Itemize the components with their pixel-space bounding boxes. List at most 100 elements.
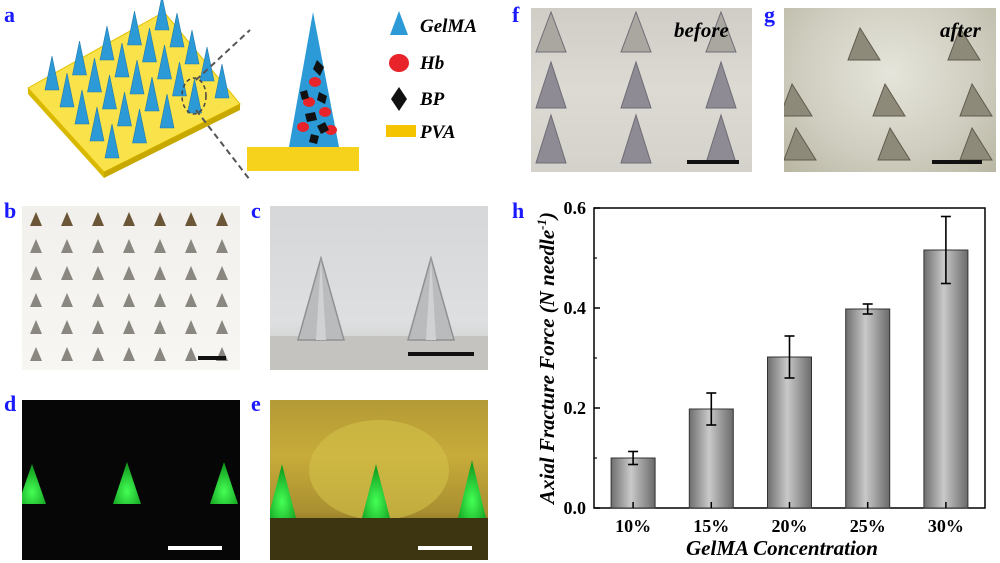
- scale-bar: [932, 160, 982, 164]
- needle-cone: [184, 29, 200, 65]
- photo-needle-side-view: [270, 206, 488, 370]
- needle-cone: [72, 40, 87, 76]
- photo-after-insertion: after: [784, 8, 996, 172]
- panel-label-h: h: [512, 198, 525, 223]
- x-tick-label: 20%: [772, 516, 808, 536]
- panel-label-f: f: [512, 2, 520, 27]
- needle-cone: [620, 10, 652, 53]
- panel-label-e: e: [251, 391, 261, 416]
- error-bar: [706, 392, 717, 426]
- needle-cone: [104, 123, 120, 159]
- y-axis-label: Axial Fracture Force (N needle-1): [534, 212, 559, 506]
- needle-cone: [216, 266, 228, 280]
- needle-cone: [154, 212, 166, 226]
- needle-cone: [214, 63, 230, 99]
- panel-label-b: b: [4, 198, 17, 223]
- bp-flake: [305, 112, 317, 122]
- needle-cone: [30, 347, 42, 361]
- bp-flake: [313, 60, 324, 76]
- needle-array: [44, 0, 230, 159]
- needle-cone: [127, 10, 142, 46]
- bp-flake: [300, 90, 309, 100]
- error-bar: [940, 215, 951, 285]
- needle-cone: [154, 266, 166, 280]
- needle-cone: [123, 266, 135, 280]
- needle-cone: [185, 212, 197, 226]
- needle-cone: [872, 82, 906, 117]
- needle-cone: [87, 57, 102, 93]
- needle-cone: [123, 320, 135, 334]
- needle-cone: [216, 212, 228, 226]
- fracture-force-chart: 0.0 0.2 0.4 0.6 10% 15% 20% 25% 30% Axial Fract…: [534, 198, 986, 560]
- x-axis-label: GelMA Concentration: [686, 536, 878, 560]
- bp-flake: [317, 92, 327, 104]
- needle-cone: [535, 113, 567, 164]
- y-tick-label: 0.4: [564, 298, 587, 318]
- needle-cone: [620, 113, 652, 164]
- needle-cone: [89, 106, 105, 142]
- needle-cone: [44, 55, 60, 91]
- legend-gelma: GelMA: [420, 16, 477, 37]
- x-tick-label: 30%: [928, 516, 964, 536]
- enlarged-needle-illustration: [247, 12, 359, 171]
- needle-cone: [132, 108, 147, 144]
- bp-flake: [317, 122, 329, 134]
- scale-bar: [687, 160, 739, 164]
- needle-cone: [216, 239, 228, 253]
- needle-cone: [61, 266, 73, 280]
- microneedle-patch-illustration: [27, 0, 241, 178]
- panel-label-a: a: [4, 2, 15, 27]
- needle-cone: [877, 126, 911, 161]
- needle-cone: [172, 61, 187, 97]
- needle-cone: [30, 320, 42, 334]
- merged-fluorescence-image: [270, 400, 488, 560]
- scale-bar: [408, 352, 474, 356]
- scale-bar: [168, 546, 222, 550]
- needle-cone: [99, 25, 115, 61]
- cone-icon: [390, 11, 408, 35]
- needle-cone: [154, 0, 170, 31]
- fluorescence-image: [22, 400, 240, 560]
- hb-particle: [303, 97, 315, 107]
- needle-cone: [102, 74, 117, 110]
- panel-label-g: g: [764, 2, 775, 27]
- needle-cone: [74, 89, 90, 125]
- x-tick-label: 10%: [615, 516, 651, 536]
- needle-cone: [959, 126, 993, 161]
- needle-cone: [30, 266, 42, 280]
- needle-cone: [61, 212, 73, 226]
- needle-cone: [61, 347, 73, 361]
- zoom-lines: [195, 29, 251, 181]
- needle-cone: [123, 239, 135, 253]
- needle-cone: [535, 10, 567, 53]
- scale-bar: [418, 546, 472, 550]
- bar: [923, 249, 969, 509]
- needle-cone: [144, 76, 160, 112]
- needle-cone: [154, 320, 166, 334]
- needle-cone: [123, 212, 135, 226]
- needle-cone: [216, 320, 228, 334]
- needle-cone: [216, 293, 228, 307]
- needle-cone: [620, 60, 652, 109]
- needle-cone: [129, 59, 145, 95]
- needle-cone: [185, 320, 197, 334]
- panel-label-c: c: [251, 198, 261, 223]
- needle-cone: [959, 82, 993, 117]
- needle-cone: [142, 27, 157, 63]
- needle-cone: [947, 26, 981, 61]
- needle-cone: [154, 239, 166, 253]
- needle-cone: [92, 320, 104, 334]
- hb-particle: [309, 77, 321, 87]
- needle-cone: [30, 212, 42, 226]
- yellow-bar-icon: [386, 125, 416, 137]
- scale-bar: [198, 356, 226, 360]
- needle-cone: [114, 42, 130, 78]
- y-tick-label: 0.0: [564, 498, 587, 518]
- needle-cone: [185, 239, 197, 253]
- needle-cone: [847, 26, 881, 61]
- x-tick-label: 25%: [850, 516, 886, 536]
- needle-cone: [185, 266, 197, 280]
- needle-cone: [123, 293, 135, 307]
- needle-cone: [154, 293, 166, 307]
- red-dot-icon: [389, 54, 409, 72]
